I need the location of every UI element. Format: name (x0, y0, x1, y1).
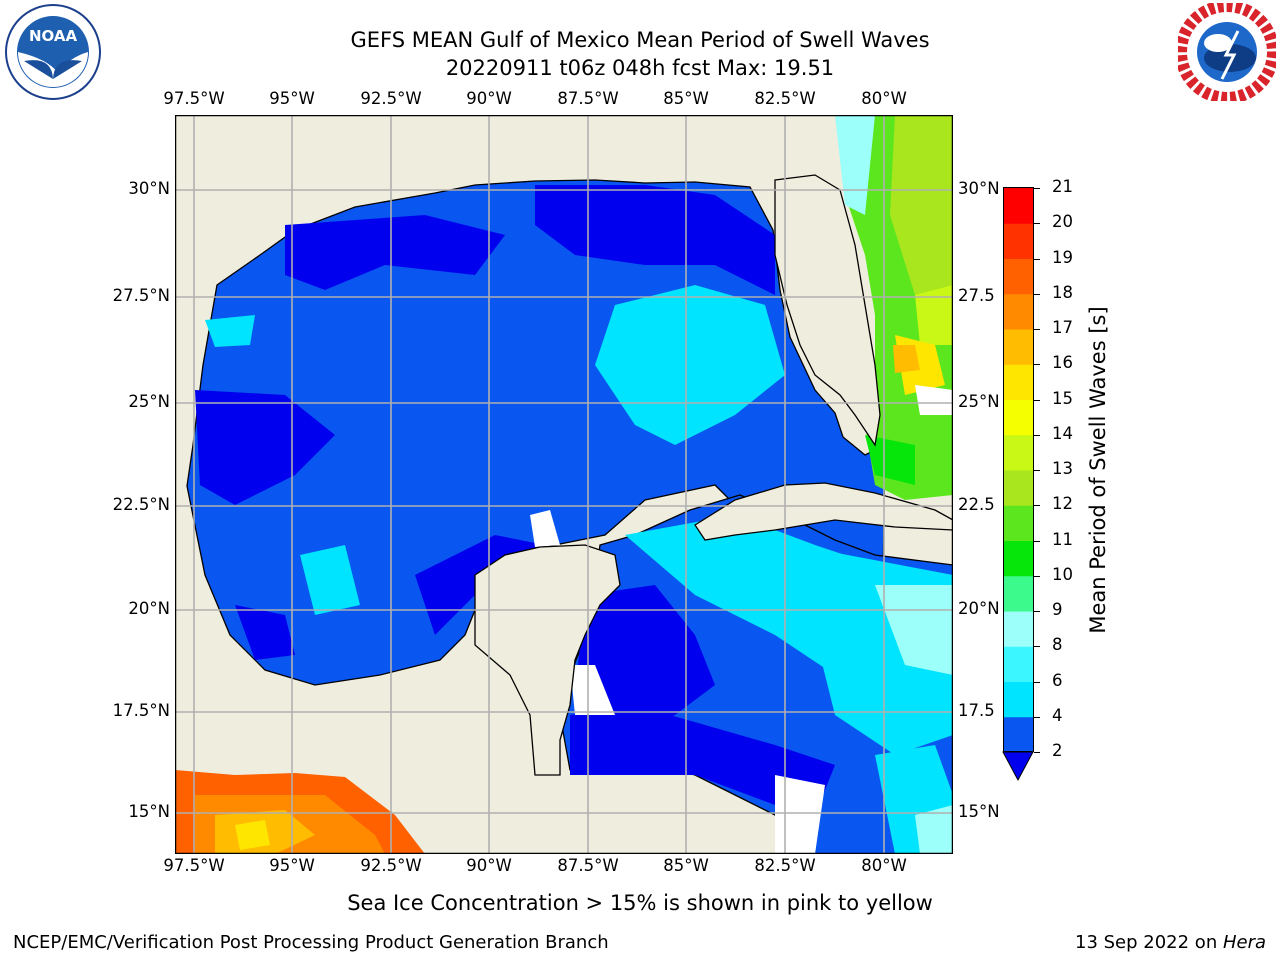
yucatan (474, 544, 621, 776)
lat-label-left: 25°N (128, 392, 170, 411)
lon-label-bottom: 85°W (663, 856, 709, 875)
colorbar-tick-label: 10 (1052, 564, 1073, 584)
colorbar-band (1004, 434, 1033, 471)
lon-label-bottom: 90°W (466, 856, 512, 875)
lat-label-left: 27.5°N (112, 286, 170, 305)
colorbar-tick-mark (1034, 364, 1040, 366)
lat-label-left: 20°N (128, 599, 170, 618)
colorbar-tick-mark (1034, 681, 1040, 683)
lon-label-top: 97.5°W (163, 89, 225, 108)
colorbar-tick-label: 19 (1052, 247, 1073, 267)
lon-label-top: 87.5°W (557, 89, 619, 108)
colorbar-tick-label: 8 (1052, 635, 1063, 655)
footer-credit: NCEP/EMC/Verification Post Processing Pr… (13, 932, 609, 953)
svg-text:NOAA: NOAA (29, 27, 78, 45)
lat-label-right: 25°N (958, 392, 1000, 411)
lon-label-bottom: 80°W (861, 856, 907, 875)
colorbar-tick-label: 2 (1052, 741, 1063, 760)
noaa-logo: NOAA (4, 3, 102, 101)
footer-date-text: 13 Sep 2022 on (1075, 932, 1223, 953)
cuba (694, 482, 953, 541)
colorbar-band (1004, 575, 1033, 612)
colorbar-tick-mark (1034, 399, 1040, 401)
colorbar-tick-label: 12 (1052, 494, 1073, 514)
footer-date: 13 Sep 2022 on Hera (1075, 932, 1266, 953)
colorbar-band (1004, 681, 1033, 718)
colorbar-tick-label: 16 (1052, 353, 1073, 373)
colorbar-tick-mark (1034, 575, 1040, 577)
lat-label-right: 15°N (958, 802, 1000, 821)
colorbar-tick-label: 6 (1052, 670, 1063, 690)
colorbar-tick-mark (1034, 752, 1040, 753)
colorbar-band (1004, 329, 1033, 365)
colorbar-band (1004, 716, 1033, 753)
colorbar-band (1004, 258, 1033, 295)
lon-label-top: 85°W (663, 89, 709, 108)
florida (774, 174, 881, 447)
lon-label-bottom: 92.5°W (360, 856, 422, 875)
lat-label-right: 20°N (958, 599, 1000, 618)
colorbar-tick-mark (1034, 293, 1040, 295)
colorbar-tick-label: 14 (1052, 423, 1073, 443)
lat-label-right: 17.5 (958, 701, 995, 720)
colorbar-tick-mark (1034, 611, 1040, 612)
lat-label-left: 17.5°N (112, 701, 170, 720)
lon-label-bottom: 82.5°W (754, 856, 816, 875)
lat-label-right: 22.5 (958, 495, 995, 514)
map-subtitle: 20220911 t06z 048h fcst Max: 19.51 (445, 56, 835, 80)
lon-label-bottom: 95°W (269, 856, 315, 875)
gulf-map (175, 115, 953, 854)
colorbar-tick-mark (1034, 540, 1040, 542)
colorbar-tick-mark (1034, 505, 1040, 507)
colorbar-band (1004, 646, 1033, 682)
lon-label-top: 95°W (269, 89, 315, 108)
lon-label-top: 82.5°W (754, 89, 816, 108)
colorbar-tick-mark (1034, 223, 1040, 225)
colorbar-band (1004, 293, 1033, 330)
colorbar-tick-mark (1034, 470, 1040, 471)
lon-label-top: 92.5°W (360, 89, 422, 108)
lat-label-left: 15°N (128, 802, 170, 821)
colorbar (1002, 187, 1034, 782)
colorbar-tick-label: 20 (1052, 212, 1073, 232)
nws-logo (1175, 0, 1279, 104)
lon-label-top: 90°W (466, 89, 512, 108)
colorbar-tick-label: 21 (1052, 177, 1073, 196)
colorbar-tick-label: 4 (1052, 705, 1063, 725)
colorbar-tick-mark (1034, 646, 1040, 648)
colorbar-tick-mark (1034, 434, 1040, 436)
colorbar-band (1004, 540, 1033, 577)
lat-label-right: 27.5 (958, 286, 995, 305)
colorbar-band (1004, 364, 1033, 400)
colorbar-tick-mark (1034, 188, 1040, 189)
footer-machine: Hera (1222, 932, 1266, 953)
graticule (175, 115, 953, 854)
map-title: GEFS MEAN Gulf of Mexico Mean Period of … (350, 28, 930, 52)
colorbar-tick-label: 18 (1052, 282, 1073, 302)
map-frame (175, 115, 953, 854)
colorbar-band (1004, 399, 1033, 436)
lon-label-bottom: 87.5°W (557, 856, 619, 875)
lon-label-bottom: 97.5°W (163, 856, 225, 875)
colorbar-tick-label: 17 (1052, 318, 1073, 337)
colorbar-label: Mean Period of Swell Waves [s] (1086, 306, 1110, 634)
colorbar-tick-mark (1034, 716, 1040, 718)
colorbar-tick-label: 9 (1052, 600, 1063, 619)
colorbar-band (1004, 188, 1033, 224)
lat-label-right: 30°N (958, 179, 1000, 198)
colorbar-tick-label: 15 (1052, 388, 1073, 408)
colorbar-band (1004, 223, 1033, 259)
colorbar-tick-mark (1034, 329, 1040, 330)
lat-label-left: 30°N (128, 179, 170, 198)
lat-label-left: 22.5°N (112, 495, 170, 514)
sea-ice-note: Sea Ice Concentration > 15% is shown in … (347, 891, 933, 915)
colorbar-band (1004, 470, 1033, 506)
colorbar-extend-triangle (1002, 751, 1034, 782)
lon-label-top: 80°W (861, 89, 907, 108)
colorbar-tick-mark (1034, 258, 1040, 260)
colorbar-tick-label: 11 (1052, 529, 1073, 549)
colorbar-tick-label: 13 (1052, 459, 1073, 478)
colorbar-band (1004, 505, 1033, 541)
colorbar-band (1004, 611, 1033, 647)
